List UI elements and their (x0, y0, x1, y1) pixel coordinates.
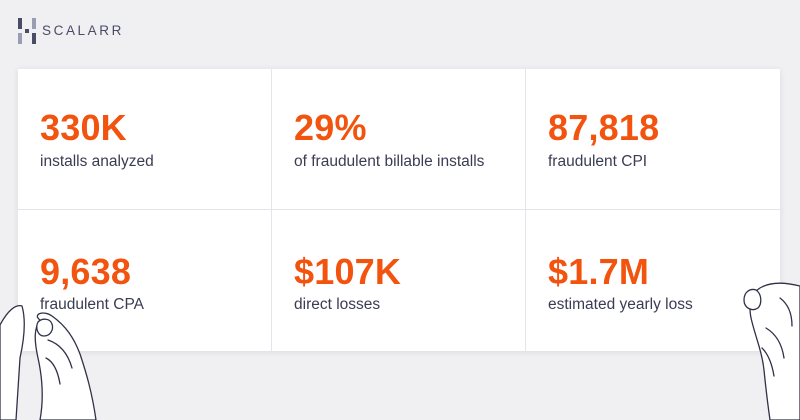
stat-label: of fraudulent billable installs (294, 153, 485, 170)
stat-installs-analyzed: 330K installs analyzed (18, 69, 272, 210)
stat-label: installs analyzed (40, 153, 154, 170)
stats-card: 330K installs analyzed 29% of fraudulent… (18, 69, 780, 351)
stat-value: 87,818 (548, 107, 660, 148)
stat-value: $107K (294, 251, 402, 292)
stat-direct-losses: $107K direct losses (272, 210, 526, 351)
stat-fraudulent-billable-installs: 29% of fraudulent billable installs (272, 69, 526, 210)
stat-value: $1.7M (548, 251, 650, 292)
stat-label: fraudulent CPA (40, 296, 144, 313)
stat-label: estimated yearly loss (548, 296, 693, 313)
stat-fraudulent-cpi: 87,818 fraudulent CPI (526, 69, 780, 210)
brand-header: SCALARR (18, 18, 124, 44)
right-hand-illustration (743, 282, 800, 420)
stat-label: direct losses (294, 296, 381, 313)
left-hand-illustration (0, 304, 97, 420)
stat-value: 9,638 (40, 251, 132, 292)
brand-name: SCALARR (42, 23, 124, 39)
stat-estimated-yearly-loss: $1.7M estimated yearly loss (526, 210, 780, 351)
stat-value: 29% (294, 107, 367, 148)
stat-fraudulent-cpa: 9,638 fraudulent CPA (18, 210, 272, 351)
stat-value: 330K (40, 107, 127, 148)
scalarr-logo-icon (18, 18, 36, 44)
stat-label: fraudulent CPI (548, 153, 648, 170)
